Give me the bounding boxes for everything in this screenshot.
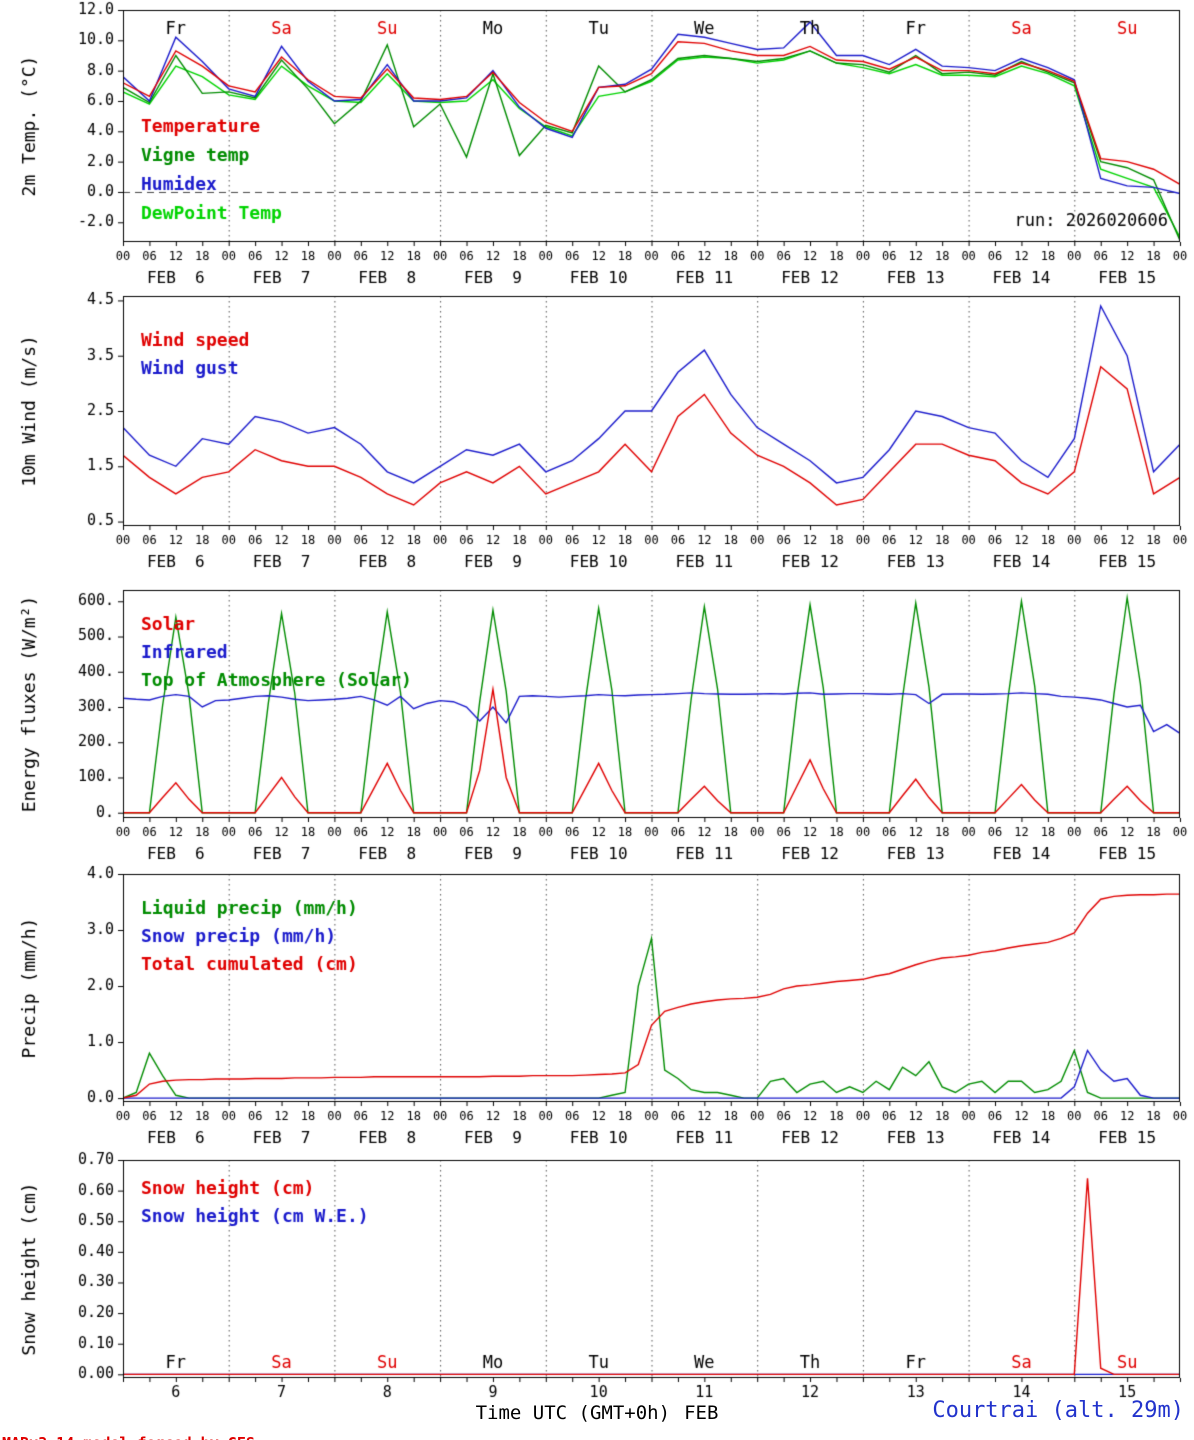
- model-credit-line1: MARv3.14 model forced by GFS: [2, 1434, 399, 1440]
- time-utc-label: Time UTC (GMT+0h): [475, 1402, 671, 1424]
- x-axis-title: Time UTC (GMT+0h) FEB: [0, 1402, 1194, 1424]
- model-credit: MARv3.14 model forced by GFS (c) Lab. of…: [2, 1396, 399, 1440]
- station-label: Courtrai (alt. 29m): [932, 1398, 1184, 1423]
- month-label: FEB: [684, 1402, 719, 1424]
